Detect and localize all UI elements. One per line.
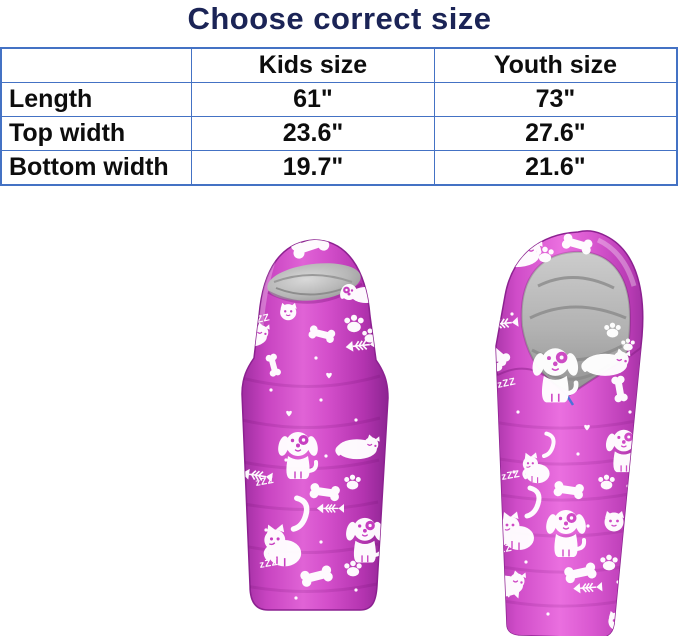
product-images: zZZ zZZ zZZ (0, 200, 679, 637)
cell-bottom-width-kids: 19.7" (191, 150, 435, 186)
table-row-top-width: Top width 23.6" 27.6" (0, 116, 678, 151)
col-header-blank (0, 47, 193, 83)
kids-bag-hood-lining (267, 263, 363, 304)
bone-icon (478, 283, 494, 315)
col-header-kids: Kids size (191, 47, 435, 83)
row-label-top-width: Top width (0, 116, 193, 151)
page-title: Choose correct size (187, 1, 492, 36)
table-row-bottom-width: Bottom width 19.7" 21.6" (0, 150, 678, 186)
row-label-bottom-width: Bottom width (0, 150, 193, 186)
zzz-text: zZZ (501, 469, 521, 483)
kids-bag-body (241, 239, 389, 611)
col-header-youth: Youth size (433, 47, 678, 83)
cat-head-icon (607, 610, 628, 632)
cell-bottom-width-youth: 21.6" (433, 150, 678, 186)
fish-skeleton-icon (626, 242, 643, 259)
kids-bag-image: zZZ zZZ zZZ (241, 239, 389, 611)
table-header-row: Kids size Youth size (0, 47, 678, 83)
cell-length-kids: 61" (191, 82, 435, 117)
zzz-text: zZZ (255, 475, 275, 489)
youth-bag-image: zZZ zZZ zZZ (478, 230, 644, 636)
cell-top-width-kids: 23.6" (191, 116, 435, 151)
table-row-length: Length 61" 73" (0, 82, 678, 117)
zzz-text: zZZ (259, 557, 279, 571)
size-table: Kids size Youth size Length 61" 73" Top … (0, 47, 678, 186)
cell-top-width-youth: 27.6" (433, 116, 678, 151)
cell-length-youth: 73" (433, 82, 678, 117)
zzz-text: zZZ (496, 376, 517, 391)
row-label-length: Length (0, 82, 193, 117)
